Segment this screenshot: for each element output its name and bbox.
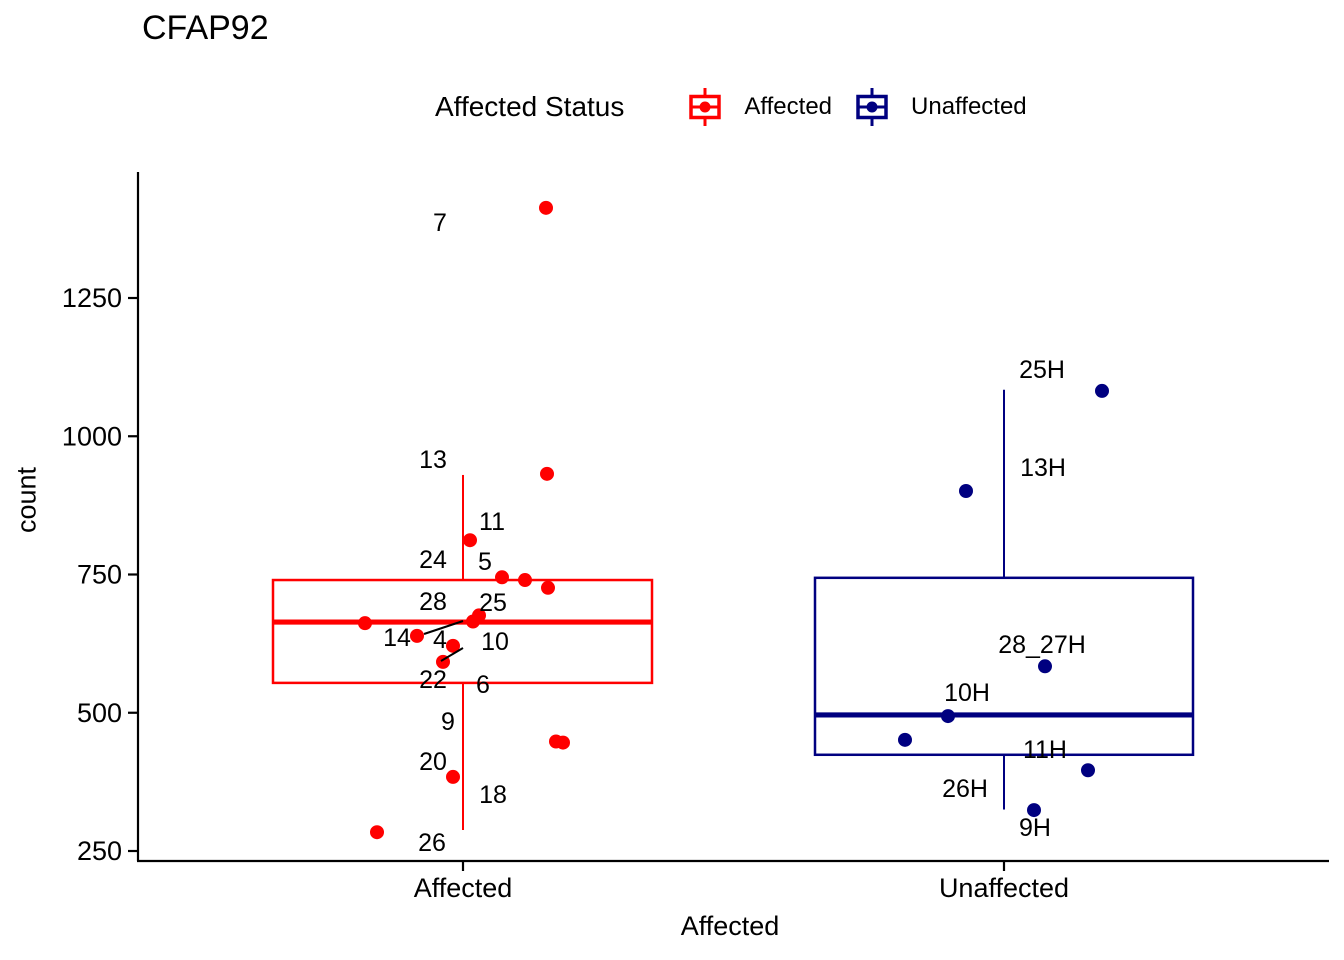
x-axis-title: Affected <box>680 911 780 941</box>
legend-item-unaffected: Unaffected <box>854 87 1027 127</box>
point-label: 9 <box>441 708 455 736</box>
data-point <box>540 466 554 481</box>
data-point <box>370 825 384 840</box>
y-tick-label: 500 <box>77 698 122 728</box>
data-point <box>1081 763 1095 778</box>
x-tick-label: Affected <box>414 873 513 903</box>
leader-line <box>423 620 464 635</box>
point-label: 11 <box>479 508 505 536</box>
point-label: 10H <box>944 679 990 707</box>
data-point <box>446 638 460 653</box>
point-label: 4 <box>433 626 447 654</box>
data-point <box>495 570 509 585</box>
point-label: 22 <box>419 666 447 694</box>
data-point <box>410 628 424 643</box>
y-tick-label: 1250 <box>62 283 122 313</box>
data-point <box>1095 383 1109 398</box>
data-point <box>556 735 570 750</box>
point-label: 24 <box>419 546 447 574</box>
point-label: 11H <box>1023 736 1067 764</box>
data-point <box>518 573 532 588</box>
point-label: 25 <box>479 589 507 617</box>
y-tick-label: 1000 <box>62 421 122 451</box>
y-tick-label: 250 <box>77 836 122 866</box>
point-label: 13 <box>419 446 447 474</box>
data-point <box>446 769 460 784</box>
point-label: 28 <box>419 588 447 616</box>
data-point <box>1027 803 1041 818</box>
chart-title: CFAP92 <box>142 9 269 47</box>
legend-item-label: Affected <box>744 93 833 120</box>
data-point <box>959 483 973 498</box>
data-point <box>1038 659 1052 674</box>
data-point <box>463 533 477 548</box>
data-point <box>541 580 555 595</box>
point-label: 6 <box>476 671 490 699</box>
point-label: 26H <box>942 775 988 803</box>
data-point <box>898 732 912 747</box>
box-iqr <box>271 578 654 685</box>
data-point <box>539 200 553 215</box>
point-label: 28_27H <box>998 631 1086 659</box>
point-label: 25H <box>1019 356 1065 384</box>
point-label: 26 <box>418 829 446 857</box>
y-tick-label: 750 <box>77 560 122 590</box>
point-label: 7 <box>433 209 447 237</box>
point-label: 9H <box>1019 814 1051 842</box>
point-label: 18 <box>479 781 507 809</box>
point-label: 14 <box>383 624 411 652</box>
point-label: 5 <box>478 548 492 576</box>
point-label: 20 <box>419 748 447 776</box>
point-label: 10 <box>481 628 509 656</box>
legend-item-affected: Affected <box>687 87 832 127</box>
data-point <box>358 616 372 631</box>
legend: Affected Status Affected Unaffected <box>435 85 1049 129</box>
legend-item-label: Unaffected <box>911 93 1027 120</box>
box-iqr <box>813 576 1195 757</box>
data-point <box>472 608 486 623</box>
x-tick-label: Unaffected <box>939 873 1069 903</box>
point-label: 13H <box>1020 454 1066 482</box>
legend-title: Affected Status <box>435 91 625 122</box>
data-point <box>941 709 955 724</box>
boxplot-key-icon <box>689 88 722 126</box>
leader-line <box>440 647 464 662</box>
boxplot-key-icon <box>856 88 888 126</box>
